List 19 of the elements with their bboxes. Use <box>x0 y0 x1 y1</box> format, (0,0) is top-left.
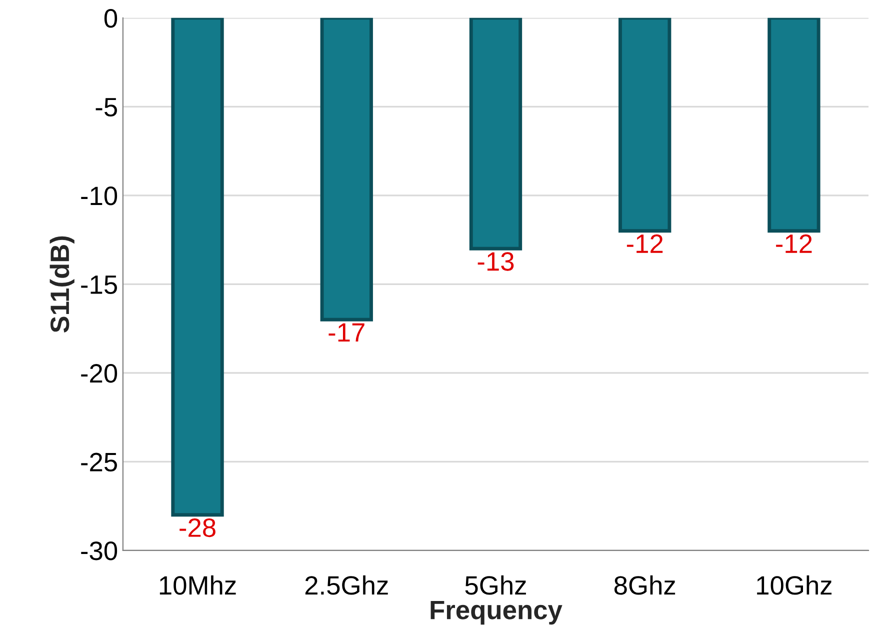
y-tick-label: -5 <box>96 98 117 116</box>
y-tick-label: 0 <box>104 9 118 28</box>
y-axis-title: S11(dB) <box>50 236 74 333</box>
y-tick-label: -20 <box>81 364 118 383</box>
x-axis-title: Frequency <box>430 600 562 625</box>
x-tick-label: 8Ghz <box>614 575 676 595</box>
data-label: -17 <box>328 323 364 342</box>
y-tick-label: -10 <box>81 186 118 206</box>
data-label: -13 <box>478 252 514 271</box>
data-label: -12 <box>776 234 812 253</box>
y-tick-label: -15 <box>81 276 117 294</box>
x-tick-label: 2.5Ghz <box>305 575 388 595</box>
x-tick-label: 10Ghz <box>757 575 832 595</box>
x-tick-label: 10Mhz <box>160 575 236 595</box>
data-label: -28 <box>180 518 216 538</box>
data-label: -12 <box>626 234 663 253</box>
y-tick-label: -30 <box>81 542 118 560</box>
y-tick-label: -25 <box>81 452 117 472</box>
x-tick-label: 5Ghz <box>465 575 526 595</box>
